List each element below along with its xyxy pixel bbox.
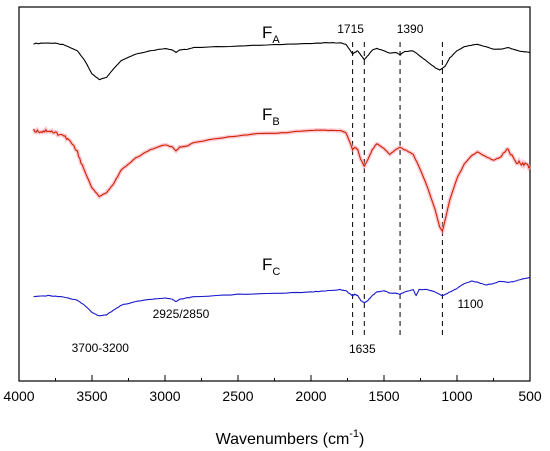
x-tick-label: 1000 xyxy=(441,388,472,404)
annotation-label: 2925/2850 xyxy=(153,307,210,321)
series-label-b: FB xyxy=(262,105,280,128)
series-label-c: FC xyxy=(262,255,280,278)
x-axis-label: Wavenumbers (cm-1) xyxy=(216,428,365,448)
x-axis-ticks: 4000 3500 3000 2500 2000 1500 1000 500 xyxy=(3,375,542,404)
peak-annotations: 1715 1390 1635 1100 3700-3200 2925/2850 xyxy=(72,22,484,356)
annotation-label: 1715 xyxy=(337,22,364,36)
x-tick-label: 3000 xyxy=(149,388,180,404)
annotation-label: 3700-3200 xyxy=(72,341,130,355)
series-line-c xyxy=(33,277,531,317)
annotation-label: 1100 xyxy=(457,297,483,311)
x-axis-label-end: ) xyxy=(359,431,364,448)
x-tick-label: 4000 xyxy=(3,388,34,404)
series-line-a xyxy=(33,42,531,81)
series-labels: FA FB FC xyxy=(262,23,280,278)
reference-lines xyxy=(352,42,443,336)
x-tick-label: 3500 xyxy=(76,388,107,404)
spectra xyxy=(31,42,532,317)
x-tick-label: 2500 xyxy=(222,388,253,404)
x-tick-label: 1500 xyxy=(368,388,399,404)
series-label-a: FA xyxy=(262,23,280,46)
x-tick-label: 500 xyxy=(518,388,542,404)
annotation-label: 1635 xyxy=(349,342,376,356)
annotation-label: 1390 xyxy=(397,22,424,36)
series-fb-halo xyxy=(31,125,532,236)
x-tick-label: 2000 xyxy=(295,388,326,404)
series-line-b xyxy=(33,128,531,233)
x-axis-label-sup: -1 xyxy=(349,428,359,440)
